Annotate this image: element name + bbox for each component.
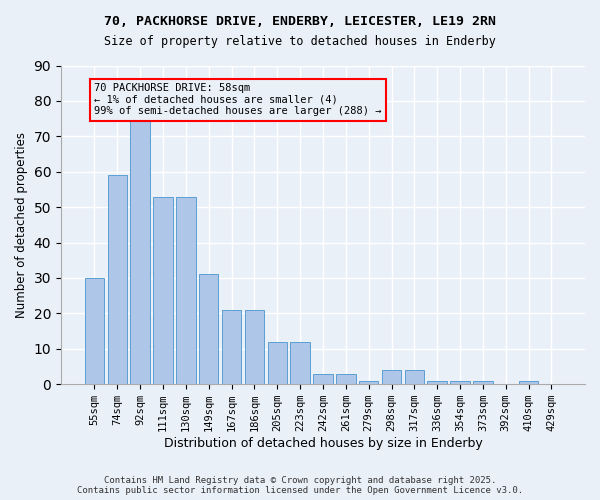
Bar <box>290 342 310 384</box>
Text: 70 PACKHORSE DRIVE: 58sqm
← 1% of detached houses are smaller (4)
99% of semi-de: 70 PACKHORSE DRIVE: 58sqm ← 1% of detach… <box>94 83 382 116</box>
Bar <box>359 380 379 384</box>
Bar <box>382 370 401 384</box>
Text: 70, PACKHORSE DRIVE, ENDERBY, LEICESTER, LE19 2RN: 70, PACKHORSE DRIVE, ENDERBY, LEICESTER,… <box>104 15 496 28</box>
Bar <box>222 310 241 384</box>
Bar <box>313 374 332 384</box>
Bar <box>85 278 104 384</box>
Bar <box>153 196 173 384</box>
Bar <box>404 370 424 384</box>
X-axis label: Distribution of detached houses by size in Enderby: Distribution of detached houses by size … <box>164 437 482 450</box>
Bar <box>130 115 150 384</box>
Bar <box>107 176 127 384</box>
Bar <box>519 380 538 384</box>
Bar <box>245 310 264 384</box>
Bar <box>268 342 287 384</box>
Y-axis label: Number of detached properties: Number of detached properties <box>15 132 28 318</box>
Text: Size of property relative to detached houses in Enderby: Size of property relative to detached ho… <box>104 35 496 48</box>
Bar <box>199 274 218 384</box>
Bar <box>473 380 493 384</box>
Bar <box>336 374 356 384</box>
Bar <box>451 380 470 384</box>
Bar <box>176 196 196 384</box>
Bar <box>427 380 447 384</box>
Text: Contains HM Land Registry data © Crown copyright and database right 2025.
Contai: Contains HM Land Registry data © Crown c… <box>77 476 523 495</box>
